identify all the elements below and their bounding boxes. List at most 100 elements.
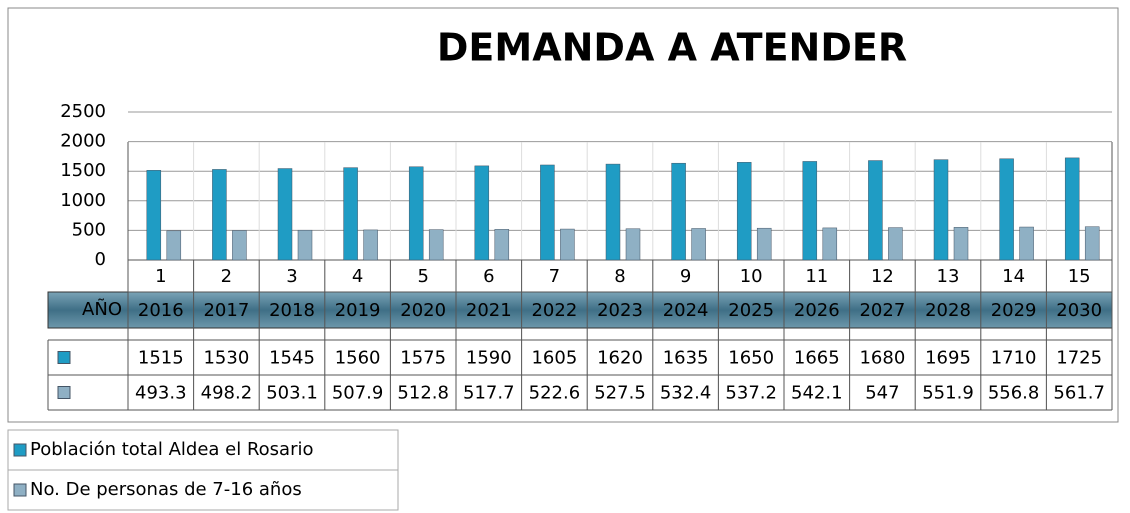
- bar: [363, 229, 378, 261]
- year-label: 2023: [597, 300, 643, 321]
- bar: [933, 159, 949, 261]
- x-tick-label: 10: [740, 266, 763, 287]
- year-label: 2022: [531, 300, 577, 321]
- y-tick-label: 2000: [60, 131, 106, 152]
- year-label: 2016: [138, 300, 184, 321]
- table-value: 1725: [1056, 348, 1102, 369]
- table-value: 1515: [138, 348, 184, 369]
- table-value: 532.4: [660, 383, 712, 404]
- bar: [999, 158, 1014, 261]
- table-value: 542.1: [791, 383, 843, 404]
- year-header: AÑO: [82, 298, 122, 320]
- bar: [428, 229, 444, 261]
- table-value: 1620: [597, 348, 643, 369]
- year-row: [47, 291, 1113, 329]
- year-label: 2021: [466, 300, 512, 321]
- table-value: 1695: [925, 348, 971, 369]
- table-value: 503.1: [266, 383, 318, 404]
- chart-frame: [7, 7, 1119, 423]
- year-label: 2028: [925, 300, 971, 321]
- year-label: 2024: [663, 300, 709, 321]
- year-label: 2018: [269, 300, 315, 321]
- legend-swatch: [13, 483, 27, 497]
- bar: [822, 227, 838, 261]
- table-value: 1545: [269, 348, 315, 369]
- year-label: 2029: [991, 300, 1037, 321]
- y-tick-label: 1000: [60, 190, 106, 211]
- table-value: 547: [865, 383, 899, 404]
- bar: [605, 163, 621, 261]
- x-tick-label: 14: [1002, 266, 1025, 287]
- table-value: 551.9: [922, 383, 974, 404]
- bar: [343, 167, 358, 261]
- table-value: 556.8: [988, 383, 1040, 404]
- bar: [736, 162, 752, 261]
- bar: [1084, 226, 1100, 261]
- table-value: 522.6: [529, 383, 581, 404]
- year-label: 2019: [335, 300, 381, 321]
- bar: [756, 227, 772, 261]
- bar: [868, 160, 883, 261]
- y-tick-label: 2500: [60, 101, 106, 122]
- bar: [671, 162, 686, 261]
- year-label: 2017: [203, 300, 249, 321]
- x-tick-label: 4: [352, 266, 363, 287]
- x-tick-label: 1: [155, 266, 166, 287]
- bar: [474, 165, 490, 261]
- x-tick-label: 9: [680, 266, 691, 287]
- bar: [212, 169, 227, 261]
- y-tick-label: 1500: [60, 160, 106, 181]
- table-legend-key: [57, 351, 71, 364]
- year-label: 2027: [859, 300, 905, 321]
- table-value: 1680: [859, 348, 905, 369]
- table-value: 1650: [728, 348, 774, 369]
- table-value: 1575: [400, 348, 446, 369]
- table-value: 1665: [794, 348, 840, 369]
- table-value: 1590: [466, 348, 512, 369]
- table-value: 1635: [663, 348, 709, 369]
- x-tick-label: 2: [221, 266, 232, 287]
- x-tick-label: 8: [614, 266, 625, 287]
- table-value: 561.7: [1053, 383, 1105, 404]
- table-value: 527.5: [594, 383, 646, 404]
- table-value: 498.2: [201, 383, 253, 404]
- bar: [166, 230, 182, 261]
- bar: [691, 228, 706, 261]
- table-value: 507.9: [332, 383, 384, 404]
- x-tick-label: 3: [286, 266, 297, 287]
- year-label: 2020: [400, 300, 446, 321]
- year-label: 2026: [794, 300, 840, 321]
- bar: [540, 164, 555, 261]
- bar: [560, 228, 575, 261]
- bar: [408, 166, 424, 261]
- y-tick-label: 0: [95, 249, 106, 270]
- legend-label: Población total Aldea el Rosario: [30, 439, 314, 460]
- table-value: 517.7: [463, 383, 515, 404]
- legend-swatch: [13, 443, 27, 457]
- bar: [888, 227, 903, 261]
- chart-title: DEMANDA A ATENDER: [437, 26, 907, 70]
- table-value: 512.8: [397, 383, 449, 404]
- x-tick-label: 13: [937, 266, 960, 287]
- x-tick-label: 5: [417, 266, 428, 287]
- x-tick-label: 7: [549, 266, 560, 287]
- bar: [802, 161, 818, 261]
- bar: [297, 229, 313, 261]
- x-tick-label: 6: [483, 266, 494, 287]
- year-label: 2025: [728, 300, 774, 321]
- bar: [232, 230, 247, 261]
- table-value: 1560: [335, 348, 381, 369]
- y-tick-label: 500: [72, 219, 106, 240]
- bar: [494, 229, 510, 261]
- bar: [625, 228, 641, 261]
- x-tick-label: 12: [871, 266, 894, 287]
- bar: [953, 227, 969, 261]
- table-value: 493.3: [135, 383, 187, 404]
- table-value: 537.2: [725, 383, 777, 404]
- x-tick-label: 11: [805, 266, 828, 287]
- bar: [1064, 157, 1080, 261]
- table-value: 1710: [991, 348, 1037, 369]
- x-tick-label: 15: [1068, 266, 1091, 287]
- bar: [146, 170, 162, 261]
